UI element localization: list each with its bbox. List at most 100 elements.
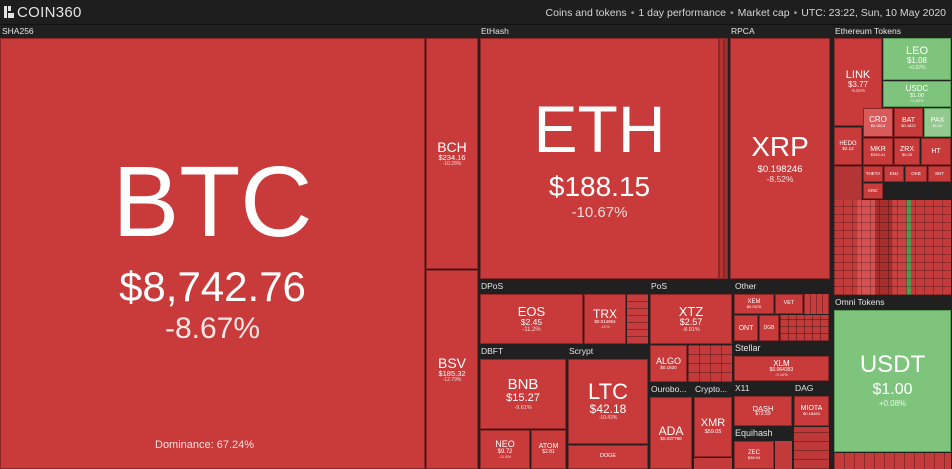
coin-tile-xrp[interactable]: XRP $0.198246 -8.52% bbox=[730, 38, 830, 279]
coin-price: $330.41 bbox=[870, 151, 886, 157]
coin-tile-bnb[interactable]: BNB $15.27 -9.61% bbox=[480, 359, 566, 429]
coin-change: -12.79% bbox=[442, 376, 462, 383]
coin-tile-vet[interactable]: VET bbox=[775, 294, 803, 314]
coin-tile-hedg[interactable]: HEDG $2.12 bbox=[834, 127, 862, 165]
coin-symbol: BAT bbox=[901, 116, 916, 124]
coin-symbol: HEDG bbox=[839, 140, 857, 147]
coin-price: $1.08 bbox=[906, 56, 928, 66]
coin-change: -11% bbox=[600, 324, 610, 330]
coin-tile-algo[interactable]: ALGO $0.1920 bbox=[650, 345, 687, 382]
filter-metric[interactable]: Market cap bbox=[737, 6, 790, 19]
coin-tile-etc[interactable] bbox=[719, 38, 724, 279]
coin-symbol: XRP bbox=[751, 130, 809, 162]
filter-coins-tokens[interactable]: Coins and tokens bbox=[545, 6, 627, 19]
coin-tile-leo[interactable]: LEO $1.08 +0.82% bbox=[883, 38, 951, 80]
coin-tile-neo[interactable]: NEO $9.72 -11.8% bbox=[480, 430, 530, 469]
coin-change: -8.67% bbox=[164, 312, 261, 346]
equihash-mosaic[interactable] bbox=[775, 441, 792, 469]
section-label-pos: PoS bbox=[651, 281, 668, 291]
coin-tile-bsv[interactable]: BSV $185.32 -12.79% bbox=[426, 270, 478, 469]
coin-price: $0.25 bbox=[901, 151, 912, 157]
coin-symbol: BTC bbox=[112, 145, 313, 258]
coin-tile-usdc[interactable]: USDC $1.00 +0.52% bbox=[883, 81, 951, 107]
btc-dominance: Dominance: 67.24% bbox=[155, 439, 255, 451]
coin-tile-theta[interactable]: THETA bbox=[863, 166, 883, 182]
coin-price: $1.00 bbox=[932, 122, 943, 128]
coin-tile-ltc[interactable]: LTC $42.18 -10.43% bbox=[568, 359, 648, 444]
coin-price: $42.18 bbox=[589, 402, 627, 417]
coin-tile-ethash-small[interactable] bbox=[724, 38, 728, 279]
pos-mosaic[interactable] bbox=[688, 345, 732, 382]
section-label-ethereum-tokens: Ethereum Tokens bbox=[835, 26, 901, 36]
coin-price: $9.72 bbox=[497, 448, 513, 455]
coin-price: $0.0614 bbox=[870, 123, 886, 129]
coin-change: -8.52% bbox=[766, 174, 794, 185]
filter-period[interactable]: 1 day performance bbox=[638, 6, 726, 19]
coin-price: $3.77 bbox=[847, 79, 869, 89]
coin-symbol: THETA bbox=[865, 170, 881, 176]
coin-tile-usdt[interactable]: USDT $1.00 +0.08% bbox=[834, 310, 951, 452]
coin-tile-zec[interactable]: ZEC $38.94 bbox=[734, 441, 774, 469]
section-label-sha256: SHA256 bbox=[2, 26, 34, 36]
coin-tile-bch[interactable]: BCH $234.16 -10.28% bbox=[426, 38, 478, 269]
coin-tile-trx[interactable]: TRX $0.014964 -11% bbox=[584, 294, 626, 344]
coin-symbol: OKB bbox=[911, 170, 921, 176]
coin-tile-enj[interactable]: ENJ bbox=[884, 166, 904, 182]
coin-tile-miota[interactable]: MIOTA $0.18483 bbox=[794, 396, 829, 426]
coin-change: -10.67% bbox=[571, 203, 628, 221]
cryptonight-mosaic[interactable] bbox=[694, 458, 732, 469]
coin-tile-ada[interactable]: ADA $0.037798 bbox=[650, 397, 692, 469]
coin-tile-dgb[interactable]: DGB bbox=[759, 315, 779, 341]
other-mosaic-top[interactable] bbox=[804, 294, 829, 314]
coin-price: $0.1822 bbox=[901, 122, 916, 128]
coin-symbol: XTZ bbox=[678, 303, 704, 319]
coin-change: -6.91% bbox=[850, 88, 866, 94]
coin-tile-dash[interactable]: DASH $72.59 bbox=[734, 396, 792, 426]
coin-tile-xem[interactable]: XEM $0.0376 bbox=[734, 294, 774, 314]
coin-tile-doge[interactable]: DOGE bbox=[568, 445, 648, 469]
coin-price: $2.81 bbox=[542, 449, 555, 456]
coin-symbol: PAX bbox=[930, 116, 945, 124]
coin-tile-xlm[interactable]: XLM $0.064353 -9.10% bbox=[734, 356, 829, 381]
section-label-dag: DAG bbox=[795, 383, 814, 393]
coin-tile-btc[interactable]: BTC $8,742.76 -8.67% bbox=[0, 38, 425, 469]
coin-change: -9.10% bbox=[775, 372, 788, 378]
coin-tile-eth[interactable]: ETH $188.15 -10.67% bbox=[480, 38, 719, 279]
coin-price: $0.1920 bbox=[660, 364, 677, 370]
coin-symbol: CRO bbox=[869, 115, 887, 125]
coin-tile-eos[interactable]: EOS $2.45 -11.2% bbox=[480, 294, 583, 344]
coin-tile-xtz[interactable]: XTZ $2.57 -8.91% bbox=[650, 294, 732, 344]
coin-tile-mkr[interactable]: MKR $330.41 bbox=[863, 138, 893, 165]
section-label-equihash: Equihash bbox=[735, 428, 773, 438]
coin-tile-zrx[interactable]: ZRX $0.25 bbox=[894, 138, 920, 165]
coin-symbol: DOGE bbox=[599, 453, 617, 460]
coin-tile-okb[interactable]: OKB bbox=[905, 166, 927, 182]
coin-tile-bat[interactable]: BAT $0.1822 bbox=[894, 108, 923, 137]
coin-tile-pax[interactable]: PAX $1.00 bbox=[924, 108, 951, 137]
coin-tile-xmr[interactable]: XMR $59.05 bbox=[694, 397, 732, 457]
coin-symbol: MIOTA bbox=[800, 405, 823, 413]
coin-tile-eth-token-a[interactable] bbox=[834, 166, 862, 206]
coin-tile-snt[interactable]: SNT bbox=[928, 166, 951, 182]
section-label-x11: X11 bbox=[735, 383, 750, 393]
section-label-omni-tokens: Omni Tokens bbox=[835, 297, 885, 307]
coin-symbol: HT bbox=[931, 148, 941, 155]
coin-price: $0.0376 bbox=[746, 303, 762, 309]
coin-tile-atom[interactable]: ATOM $2.81 bbox=[531, 430, 566, 469]
coin-tile-ont[interactable]: ONT bbox=[734, 315, 758, 341]
dpos-mosaic[interactable] bbox=[627, 294, 648, 344]
coin-change: -11.2% bbox=[522, 326, 541, 333]
section-label-other: Other bbox=[735, 281, 757, 291]
other-mosaic[interactable] bbox=[780, 315, 829, 341]
coin360-logo[interactable]: COIN360 bbox=[4, 3, 82, 21]
ethereum-tokens-mosaic[interactable] bbox=[834, 200, 951, 295]
top-bar: COIN360 Coins and tokens • 1 day perform… bbox=[0, 0, 952, 25]
coin-symbol: DASH bbox=[752, 403, 774, 413]
coin-tile-knc[interactable]: KNC bbox=[863, 183, 883, 199]
coin-tile-cro[interactable]: CRO $0.0614 bbox=[863, 108, 893, 137]
coin-tile-ht[interactable]: HT bbox=[921, 138, 951, 165]
coin-change: -8.91% bbox=[682, 327, 700, 334]
coin-symbol: XLM bbox=[773, 358, 790, 368]
dag-mosaic[interactable] bbox=[794, 427, 829, 469]
bottom-right-mosaic[interactable] bbox=[834, 453, 951, 469]
